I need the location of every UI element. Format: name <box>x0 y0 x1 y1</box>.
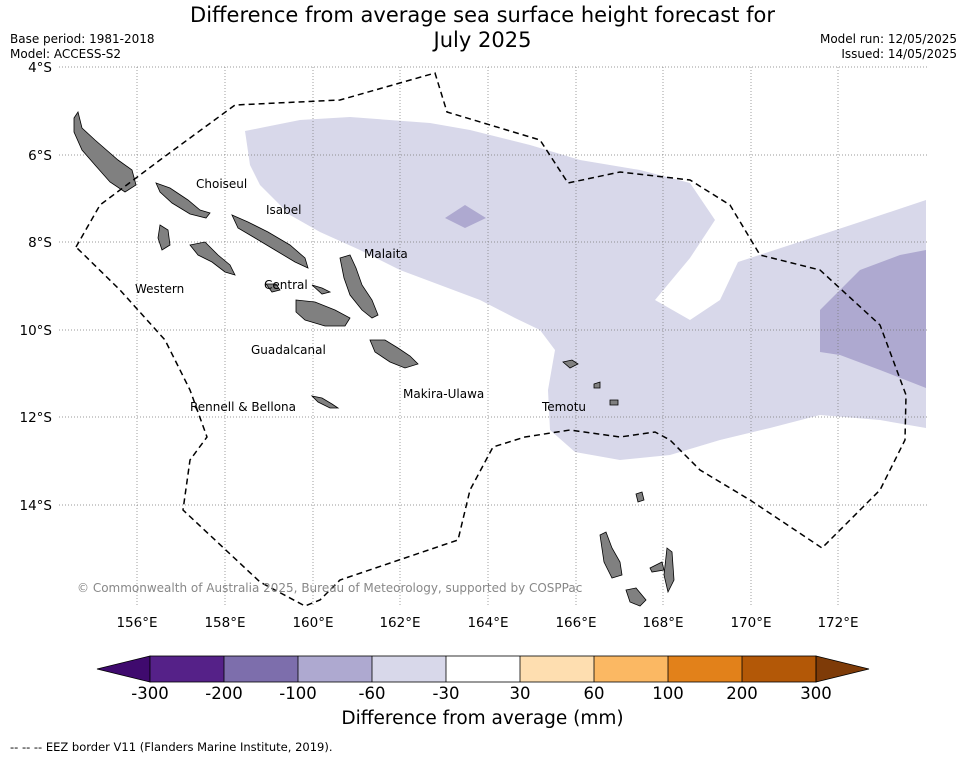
region-labels: Choiseul Isabel Malaita Western Central … <box>135 177 586 414</box>
island-isabel <box>231 214 309 269</box>
island-nendo <box>562 359 579 369</box>
colorbar-segment <box>520 656 594 682</box>
lon-label: 170°E <box>730 615 771 631</box>
colorbar-segment <box>594 656 668 682</box>
copyright-notice: © Commonwealth of Australia 2025, Bureau… <box>77 581 582 595</box>
latitude-labels: 4°S 6°S 8°S 10°S 12°S 14°S <box>20 60 53 514</box>
colorbar-tick: -100 <box>279 684 317 703</box>
island-choiseul <box>73 111 137 193</box>
region-label-western: Western <box>135 282 184 296</box>
region-label-malaita: Malaita <box>364 247 408 261</box>
model-run: Model run: 12/05/2025 <box>819 32 957 46</box>
island-malaita <box>339 254 379 319</box>
colorbar-tick: 200 <box>726 684 758 703</box>
colorbar-segment <box>372 656 446 682</box>
island-small-1 <box>635 491 645 503</box>
island-vanuatu-north <box>599 531 623 579</box>
region-label-isabel: Isabel <box>266 203 301 217</box>
anomaly-region-light <box>245 117 926 460</box>
lon-label: 164°E <box>467 615 508 631</box>
colorbar-tick: -60 <box>358 684 386 703</box>
region-label-choiseul: Choiseul <box>196 177 247 191</box>
lat-label: 12°S <box>20 410 53 426</box>
region-label-makira-ulawa: Makira-Ulawa <box>403 387 484 401</box>
meta-right: Model run: 12/05/2025 Issued: 14/05/2025 <box>820 32 957 62</box>
region-label-rennell-bellona: Rennell & Bellona <box>190 400 296 414</box>
colorbar-tick: 60 <box>583 684 605 703</box>
longitude-labels: 156°E 158°E 160°E 162°E 164°E 166°E 168°… <box>116 615 858 631</box>
lat-label: 10°S <box>20 323 53 339</box>
colorbar-segment <box>742 656 816 682</box>
region-label-central: Central <box>264 278 308 292</box>
map-canvas: Choiseul Isabel Malaita Western Central … <box>20 60 927 683</box>
colorbar-title: Difference from average (mm) <box>341 708 624 729</box>
lon-label: 172°E <box>817 615 858 631</box>
colorbar <box>96 655 870 683</box>
island-vanuatu-south <box>625 587 647 607</box>
anomaly-region-medium-small <box>445 205 486 228</box>
colorbar-tick: 300 <box>800 684 832 703</box>
colorbar-segment <box>668 656 742 682</box>
colorbar-segment <box>224 656 298 682</box>
meta-left: Base period: 1981-2018 Model: ACCESS-S2 <box>10 32 155 62</box>
colorbar-segment <box>298 656 372 682</box>
eez-border <box>75 72 907 607</box>
island-vanuatu-mid <box>649 561 665 573</box>
island-vanuatu-east <box>663 547 675 594</box>
colorbar-tick: -200 <box>205 684 243 703</box>
graticule <box>59 66 927 606</box>
colorbar-tick: -300 <box>131 684 169 703</box>
lat-label: 6°S <box>28 148 52 164</box>
lat-label: 14°S <box>20 498 53 514</box>
lon-label: 166°E <box>555 615 596 631</box>
colorbar-tick: 30 <box>509 684 531 703</box>
region-label-temotu: Temotu <box>541 400 586 414</box>
title-line-2: July 2025 <box>433 28 532 52</box>
island-guadalcanal <box>295 299 351 327</box>
colorbar-extend-low <box>96 655 151 683</box>
lon-label: 168°E <box>642 615 683 631</box>
land-masses <box>73 111 675 607</box>
map-title: Difference from average sea surface heig… <box>0 3 965 53</box>
colorbar-tick-labels: -300 -200 -100 -60 -30 30 60 100 200 300 <box>0 684 965 706</box>
lat-label: 8°S <box>28 235 52 251</box>
island-central <box>265 283 281 293</box>
base-period: Base period: 1981-2018 <box>10 32 155 46</box>
island-russell <box>311 284 332 295</box>
colorbar-extend-high <box>815 655 870 683</box>
lat-label: 4°S <box>28 60 52 76</box>
island-small-3 <box>609 399 619 406</box>
island-rennell <box>310 395 340 409</box>
island-makira <box>369 339 419 369</box>
island-vella <box>157 224 171 251</box>
island-new-georgia <box>189 241 236 276</box>
lon-label: 162°E <box>379 615 420 631</box>
issued-date: Issued: 14/05/2025 <box>841 47 957 61</box>
colorbar-segment <box>446 656 520 682</box>
colorbar-outline <box>149 655 817 683</box>
region-label-guadalcanal: Guadalcanal <box>251 343 326 357</box>
colorbar-tick: -30 <box>432 684 460 703</box>
eez-footnote: -- -- -- EEZ border V11 (Flanders Marine… <box>10 740 333 754</box>
lon-label: 156°E <box>116 615 157 631</box>
colorbar-tick: 100 <box>652 684 684 703</box>
model-name: Model: ACCESS-S2 <box>10 47 122 61</box>
lon-label: 160°E <box>292 615 333 631</box>
island-small-2 <box>593 381 601 389</box>
title-line-1: Difference from average sea surface heig… <box>190 3 775 27</box>
island-choiseul-east <box>155 182 211 219</box>
colorbar-segment <box>150 656 224 682</box>
lon-label: 158°E <box>204 615 245 631</box>
